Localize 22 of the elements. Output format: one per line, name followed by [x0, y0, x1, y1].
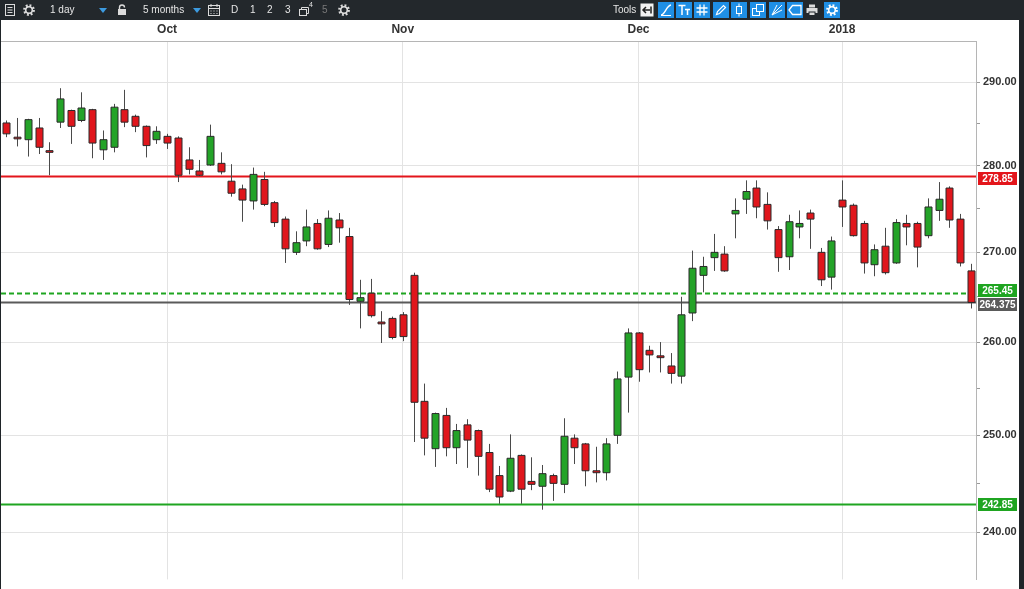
y-tick-label: 240.00	[983, 525, 1017, 538]
x-tick-label: Nov	[391, 22, 415, 37]
ref-line-label: 265.45	[982, 284, 1014, 296]
x-tick-label: Oct	[157, 22, 178, 37]
y-tick-label: 260.00	[983, 335, 1017, 348]
text: 5 months	[143, 4, 185, 16]
ref-line-label: 242.85	[982, 498, 1014, 510]
ref-line-label: 264.375	[979, 298, 1017, 310]
text: Tools	[613, 4, 637, 16]
x-tick-label: 2018	[828, 22, 856, 37]
text: 5	[322, 4, 328, 16]
text: 1	[250, 4, 256, 16]
y-tick-label: 280.00	[983, 158, 1017, 171]
text: 1 day	[50, 4, 75, 16]
x-tick-label: Dec	[627, 22, 650, 37]
y-tick-label: 250.00	[983, 428, 1017, 441]
y-tick-label: 290.00	[983, 75, 1017, 88]
text: 3	[285, 4, 291, 16]
y-tick-label: 270.00	[983, 245, 1017, 258]
ref-line-label: 278.85	[982, 172, 1014, 184]
text: 2	[267, 4, 273, 16]
text: D	[231, 4, 239, 16]
